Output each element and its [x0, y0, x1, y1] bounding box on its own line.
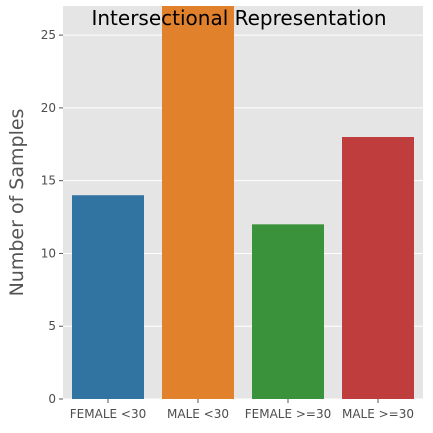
bar-1: [162, 6, 234, 399]
y-tick-label: 20: [41, 101, 56, 115]
y-tick-label: 10: [41, 246, 56, 260]
bar-2: [252, 224, 324, 399]
bar-0: [72, 195, 144, 399]
x-axis-ticks: FEMALE <30 MALE <30 FEMALE >=30 MALE >=30: [70, 399, 414, 421]
x-tick-label: FEMALE >=30: [245, 407, 332, 421]
bar-3: [342, 137, 414, 399]
y-tick-label: 15: [41, 174, 56, 188]
chart-title: Intersectional Representation: [91, 6, 386, 30]
y-tick-label: 5: [48, 319, 56, 333]
y-axis-ticks: 0 5 10 15 20 25: [41, 28, 63, 406]
y-tick-label: 0: [48, 392, 56, 406]
y-tick-label: 25: [41, 28, 56, 42]
x-tick-label: MALE >=30: [342, 407, 414, 421]
x-tick-label: MALE <30: [167, 407, 229, 421]
x-tick-label: FEMALE <30: [70, 407, 146, 421]
y-axis-label: Number of Samples: [6, 109, 28, 297]
bars: [72, 6, 414, 399]
